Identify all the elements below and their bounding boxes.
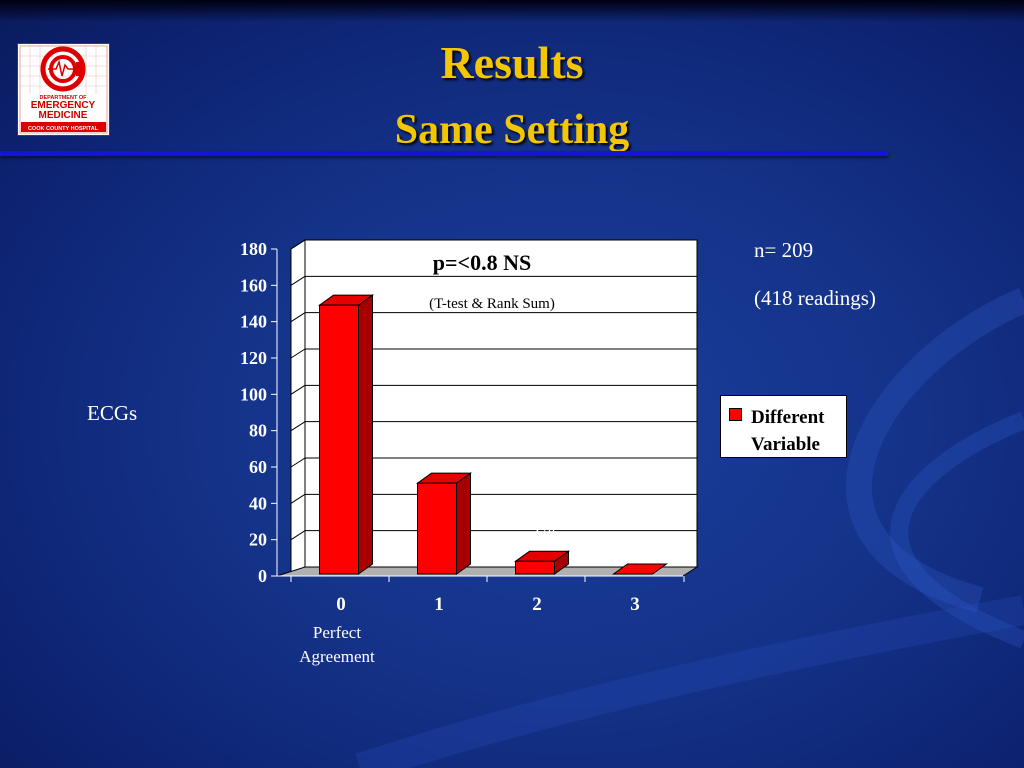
logo-line-4: COOK COUNTY HOSPITAL: [28, 126, 99, 132]
y-tick-label: 100: [240, 384, 267, 404]
y-tick-label: 160: [240, 275, 267, 295]
department-logo: DEPARTMENT OF EMERGENCY MEDICINE COOK CO…: [17, 43, 110, 136]
y-tick-label: 0: [258, 566, 267, 586]
x-tick-label: 1: [434, 594, 444, 615]
data-label: 24%: [424, 488, 457, 508]
chart-title: p=<0.8 NS: [433, 250, 531, 275]
bar: [515, 560, 555, 575]
category-note: Agreement: [299, 647, 375, 666]
logo-line-1: DEPARTMENT OF: [40, 95, 88, 101]
logo-line-2: EMERGENCY: [31, 100, 96, 111]
y-tick-label: 20: [249, 530, 267, 550]
gridline-depth: [290, 384, 306, 395]
data-label: 4%: [531, 516, 555, 536]
gridline-depth: [290, 530, 306, 541]
legend-swatch: [729, 408, 742, 421]
chart-legend: Different Variable: [720, 395, 847, 458]
legend-label: Different Variable: [751, 404, 825, 458]
category-note: Perfect: [313, 623, 361, 642]
bar: [417, 482, 457, 575]
title-rule: [0, 151, 888, 156]
x-tick-label: 2: [532, 594, 542, 615]
legend-label-line: Variable: [751, 434, 820, 455]
bar-side: [456, 472, 471, 575]
gridline-depth: [290, 275, 306, 286]
y-tick-label: 120: [240, 348, 267, 368]
logo-line-3: MEDICINE: [39, 110, 88, 121]
sample-size-text: n= 209: [754, 238, 814, 262]
gridline-depth: [290, 493, 306, 504]
y-tick-label: 60: [249, 457, 267, 477]
bar: [611, 563, 669, 575]
x-tick-label: 3: [630, 594, 640, 615]
gridline-depth: [290, 312, 306, 323]
plot-side-wall: [290, 239, 306, 577]
y-tick-label: 180: [240, 239, 267, 259]
legend-label-line: Different: [751, 407, 825, 428]
y-tick-label: 80: [249, 421, 267, 441]
bar: [319, 304, 359, 575]
gridline-depth: [290, 421, 306, 432]
gridline-depth: [290, 239, 306, 250]
y-tick-label: 40: [249, 493, 267, 513]
y-tick-label: 140: [240, 312, 267, 332]
bar-side: [358, 294, 373, 575]
chart-subtitle: (T-test & Rank Sum): [429, 296, 555, 312]
readings-text: (418 readings): [754, 286, 876, 310]
gridline-depth: [290, 348, 306, 359]
data-label: 0%: [642, 533, 666, 553]
x-tick-label: 0: [336, 594, 346, 615]
gridline-depth: [290, 457, 306, 468]
data-label: 71%: [322, 310, 355, 330]
top-band: [0, 0, 1024, 22]
slide-title: Results: [440, 37, 584, 88]
slide-subtitle: Same Setting: [394, 107, 630, 153]
ecgs-label: ECGs: [87, 401, 138, 425]
